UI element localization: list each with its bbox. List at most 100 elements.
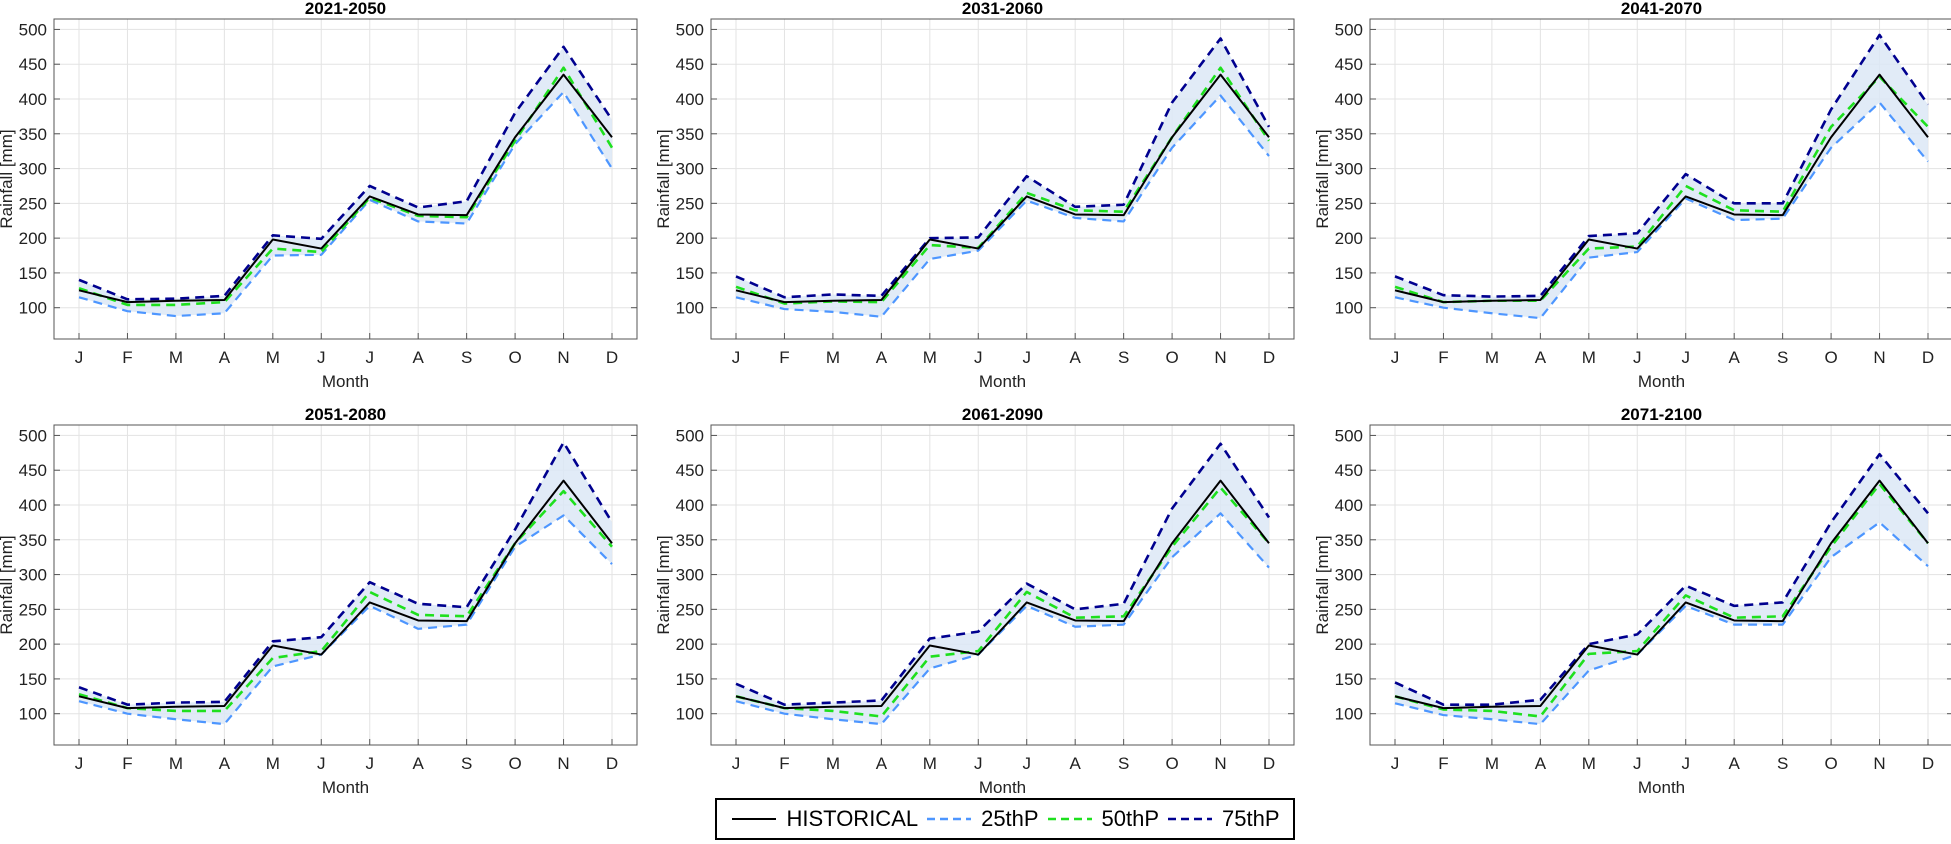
x-tick-label: J bbox=[1022, 754, 1031, 773]
series-line-25thp bbox=[1394, 521, 1929, 726]
x-tick-label: S bbox=[461, 754, 472, 773]
legend-label: 75thP bbox=[1222, 806, 1280, 831]
x-tick-label: J bbox=[1391, 754, 1400, 773]
series-line-50thp bbox=[78, 489, 613, 713]
series-line-historical bbox=[78, 73, 613, 304]
x-tick-label: O bbox=[1165, 348, 1178, 367]
y-axis-label: Rainfall [mm] bbox=[1313, 129, 1332, 228]
subplot-2041-2070: 100 150 200 250 300 350 400 450 500 J F M A M J J A S O N D 2… bbox=[1313, 0, 1951, 391]
series-line-25thp bbox=[735, 94, 1270, 318]
x-tick-label: J bbox=[365, 348, 374, 367]
x-tick-label: D bbox=[606, 348, 618, 367]
y-tick-label: 450 bbox=[19, 55, 47, 74]
x-tick-label: M bbox=[266, 754, 280, 773]
y-tick-label: 350 bbox=[1335, 531, 1363, 550]
x-tick-label: J bbox=[317, 348, 326, 367]
y-tick-label: 100 bbox=[19, 299, 47, 318]
y-tick-label: 450 bbox=[19, 461, 47, 480]
legend-item-historical: HISTORICAL bbox=[730, 806, 918, 832]
x-tick-label: J bbox=[974, 754, 983, 773]
y-tick-label: 300 bbox=[1335, 160, 1363, 179]
x-tick-label: A bbox=[1535, 754, 1547, 773]
x-tick-label: F bbox=[1438, 348, 1448, 367]
axes-box bbox=[710, 18, 1295, 340]
legend-swatch-25thp bbox=[927, 817, 972, 821]
y-tick-label: 500 bbox=[1335, 20, 1363, 39]
x-tick-label: J bbox=[75, 348, 84, 367]
x-tick-label: J bbox=[1633, 348, 1642, 367]
x-tick-label: M bbox=[1485, 348, 1499, 367]
y-tick-label: 250 bbox=[676, 194, 704, 213]
series-line-50thp bbox=[735, 486, 1270, 718]
x-tick-label: S bbox=[1118, 348, 1129, 367]
x-axis-label: Month bbox=[1638, 778, 1685, 797]
series-line-75thp bbox=[1394, 452, 1930, 706]
y-tick-label: 500 bbox=[1335, 426, 1363, 445]
series-line-25thp bbox=[735, 512, 1270, 726]
legend-swatch-75thp bbox=[1168, 817, 1213, 821]
x-tick-label: F bbox=[779, 754, 789, 773]
subplot-title: 2021-2050 bbox=[305, 0, 386, 18]
x-tick-label: J bbox=[75, 754, 84, 773]
y-axis-label: Rainfall [mm] bbox=[654, 129, 673, 228]
x-tick-label: O bbox=[1824, 348, 1837, 367]
y-tick-label: 500 bbox=[676, 426, 704, 445]
x-tick-label: M bbox=[826, 754, 840, 773]
x-tick-label: A bbox=[1729, 754, 1741, 773]
y-tick-label: 100 bbox=[676, 705, 704, 724]
series-line-25thp bbox=[1394, 101, 1929, 320]
x-tick-label: N bbox=[1873, 348, 1885, 367]
y-tick-label: 150 bbox=[676, 670, 704, 689]
legend: HISTORICAL 25thP 50thP 75thP bbox=[715, 798, 1295, 840]
y-tick-label: 100 bbox=[676, 299, 704, 318]
subplot-title: 2041-2070 bbox=[1621, 0, 1702, 18]
x-tick-label: D bbox=[1263, 754, 1275, 773]
series-line-historical bbox=[735, 73, 1270, 304]
x-tick-label: J bbox=[974, 348, 983, 367]
x-tick-label: J bbox=[1633, 754, 1642, 773]
y-tick-label: 400 bbox=[19, 496, 47, 515]
subplot-title: 2031-2060 bbox=[962, 0, 1043, 18]
series-line-historical bbox=[1394, 73, 1929, 304]
x-tick-label: A bbox=[876, 348, 888, 367]
x-tick-label: J bbox=[732, 348, 741, 367]
y-tick-label: 200 bbox=[19, 635, 47, 654]
x-tick-label: A bbox=[413, 348, 425, 367]
x-tick-label: A bbox=[1070, 754, 1082, 773]
x-tick-label: A bbox=[1070, 348, 1082, 367]
y-tick-label: 100 bbox=[1335, 705, 1363, 724]
y-tick-label: 100 bbox=[1335, 299, 1363, 318]
y-tick-label: 400 bbox=[676, 90, 704, 109]
series-line-25thp bbox=[78, 514, 613, 726]
legend-label: HISTORICAL bbox=[786, 806, 919, 831]
y-axis-label: Rainfall [mm] bbox=[0, 535, 16, 634]
legend-label: 50thP bbox=[1101, 806, 1160, 831]
y-tick-label: 350 bbox=[19, 125, 47, 144]
y-tick-label: 500 bbox=[676, 20, 704, 39]
y-tick-label: 150 bbox=[676, 264, 704, 283]
y-tick-label: 150 bbox=[19, 670, 47, 689]
y-tick-label: 450 bbox=[676, 55, 704, 74]
series-line-historical bbox=[735, 479, 1270, 710]
y-tick-label: 350 bbox=[1335, 125, 1363, 144]
y-tick-label: 150 bbox=[1335, 670, 1363, 689]
y-tick-label: 200 bbox=[19, 229, 47, 248]
x-axis-label: Month bbox=[322, 372, 369, 391]
y-tick-label: 450 bbox=[1335, 461, 1363, 480]
x-tick-label: M bbox=[1582, 348, 1596, 367]
x-tick-label: N bbox=[1873, 754, 1885, 773]
x-tick-label: M bbox=[923, 754, 937, 773]
x-tick-label: A bbox=[219, 754, 231, 773]
x-tick-label: D bbox=[1263, 348, 1275, 367]
x-tick-label: J bbox=[1681, 754, 1690, 773]
subplot-2051-2080: 100 150 200 250 300 350 400 450 500 J F M A M J J A S O N D 2… bbox=[0, 405, 638, 797]
y-tick-label: 400 bbox=[1335, 90, 1363, 109]
axes-box bbox=[53, 18, 638, 340]
x-tick-label: M bbox=[1485, 754, 1499, 773]
legend-label: 25thP bbox=[981, 806, 1039, 831]
x-tick-label: S bbox=[1777, 348, 1788, 367]
y-tick-label: 400 bbox=[1335, 496, 1363, 515]
x-tick-label: J bbox=[317, 754, 326, 773]
y-tick-label: 300 bbox=[19, 160, 47, 179]
